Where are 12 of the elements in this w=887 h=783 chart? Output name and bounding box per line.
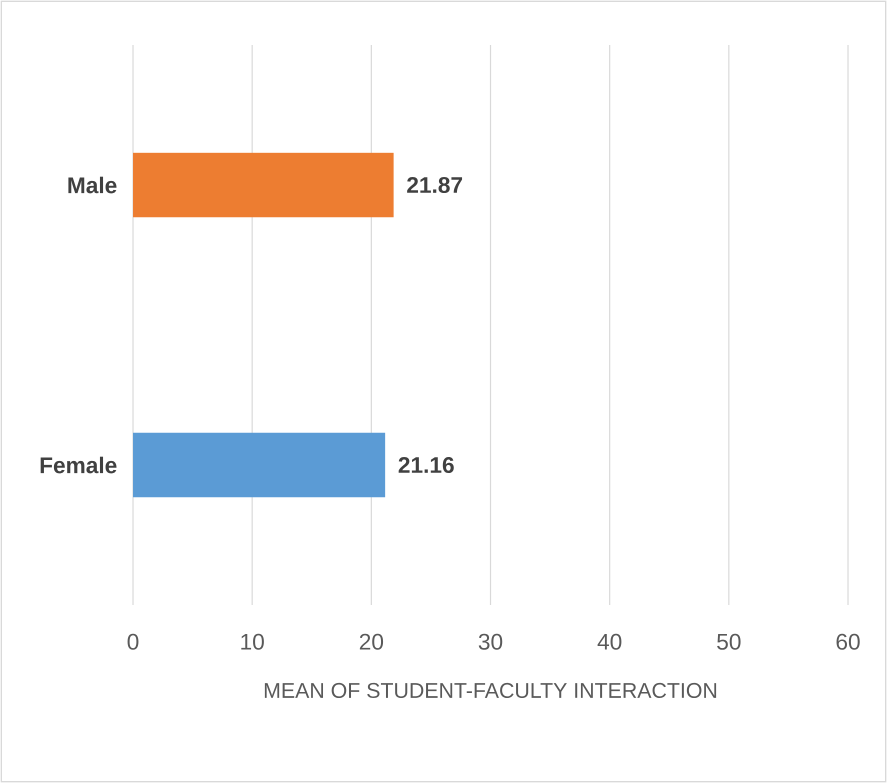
- x-tick-label: 10: [241, 634, 264, 650]
- x-tick-label: 30: [478, 634, 502, 650]
- data-label: 21.16: [398, 456, 454, 474]
- x-tick-label: 50: [717, 634, 741, 650]
- y-tick-label: Male: [68, 176, 116, 194]
- x-tick-label: 20: [360, 634, 384, 650]
- x-axis-title: MEAN OF STUDENT-FACULTY INTERACTION: [264, 682, 716, 698]
- y-tick-label: Female: [40, 456, 116, 474]
- x-tick-label: 60: [836, 634, 860, 650]
- x-tick-label: 0: [128, 634, 138, 650]
- data-label: 21.87: [407, 176, 462, 194]
- x-tick-label: 40: [598, 634, 622, 650]
